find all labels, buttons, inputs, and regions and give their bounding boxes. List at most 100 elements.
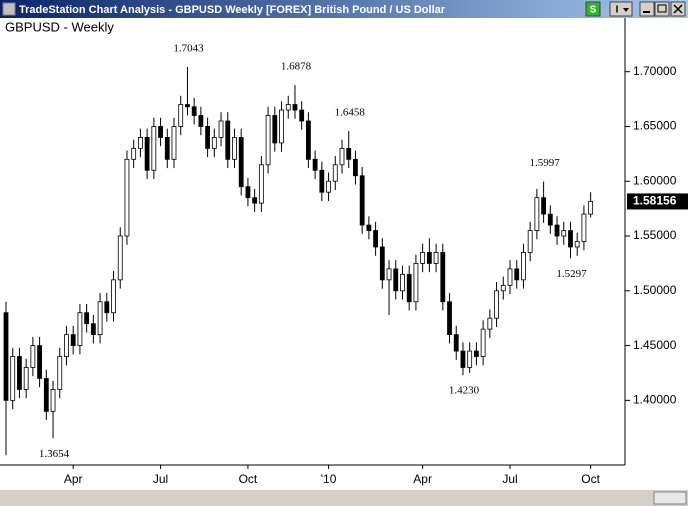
app-icon [2, 2, 16, 16]
maximize-icon [657, 4, 667, 13]
candle-body [238, 137, 244, 188]
candle-body [554, 224, 560, 237]
candle-body [225, 120, 231, 160]
candle-body [312, 158, 318, 171]
candle-body [359, 175, 365, 226]
candle-body [164, 137, 170, 160]
candle-body [3, 312, 9, 401]
candle-body [346, 147, 352, 160]
candle-body [124, 158, 130, 237]
candle-body [265, 115, 271, 166]
candle-body [258, 164, 264, 204]
candle-body [588, 201, 594, 215]
i-button-label[interactable]: I [616, 5, 619, 16]
candle-body [453, 334, 459, 352]
candle-body [480, 328, 486, 357]
candle-body [568, 230, 573, 248]
candle-body [547, 213, 553, 226]
candle-body [144, 137, 150, 171]
minimize-button[interactable] [639, 1, 655, 17]
y-tick-label: 1.70000 [633, 64, 677, 78]
candle-body [272, 115, 278, 144]
candle-body [30, 345, 36, 368]
candle-body [111, 279, 116, 314]
candle-body [473, 350, 479, 357]
price-annotation: 1.6878 [281, 61, 312, 73]
y-tick-label: 1.50000 [633, 283, 677, 297]
candle-body [23, 367, 29, 390]
y-tick-label: 1.40000 [633, 393, 677, 407]
candle-body [198, 115, 204, 127]
price-annotation: 1.5997 [529, 157, 560, 169]
candle-body [305, 120, 311, 160]
x-tick-label: Oct [239, 472, 258, 486]
candle-body [426, 252, 432, 264]
price-annotation: 1.3654 [39, 448, 70, 460]
candle-body [158, 126, 163, 138]
candle-body [460, 350, 466, 368]
candle-body [131, 147, 137, 160]
window-title: TradeStation Chart Analysis - GBPUSD Wee… [19, 4, 446, 16]
s-button-label[interactable]: S [590, 5, 597, 16]
candle-body [205, 126, 211, 149]
title-bar [0, 0, 688, 18]
x-tick-label: Apr [413, 472, 432, 486]
candle-body [521, 252, 526, 281]
candle-body [151, 126, 157, 171]
candle-body [104, 301, 110, 314]
candle-body [117, 235, 123, 281]
candle-body [218, 120, 224, 138]
price-annotation: 1.4230 [449, 385, 480, 397]
s-button[interactable] [585, 1, 601, 17]
candle-body [447, 301, 452, 336]
candle-body [245, 186, 251, 199]
i-button[interactable] [609, 1, 633, 17]
x-tick-label: Apr [64, 472, 83, 486]
maximize-button[interactable] [654, 1, 670, 17]
candle-body [285, 104, 291, 111]
candle-body [487, 317, 493, 330]
candle-body [292, 104, 298, 111]
y-tick-label: 1.60000 [633, 173, 677, 187]
candle-body [90, 323, 96, 336]
candle-body [420, 252, 426, 264]
last-price-label: 1.58156 [633, 194, 677, 208]
candle-body [171, 126, 177, 160]
candle-body [70, 334, 76, 346]
candle-body [137, 137, 143, 149]
candle-body [252, 197, 258, 204]
candle-body [386, 268, 392, 281]
candle-body [17, 356, 22, 390]
candle-body [541, 197, 546, 215]
candle-body [413, 263, 419, 303]
candle-body [319, 169, 325, 193]
last-price-box [627, 193, 688, 210]
dropdown-arrow [623, 8, 629, 12]
candle-body [10, 356, 16, 401]
candle-body [84, 312, 90, 325]
candle-body [326, 180, 331, 193]
candle-body [527, 230, 533, 253]
candle-body [514, 268, 520, 281]
candle-body [232, 137, 237, 160]
scrollbar-thumb[interactable] [653, 491, 687, 505]
close-icon [673, 4, 683, 14]
x-tick-label: Jul [153, 472, 168, 486]
candle-body [332, 164, 338, 182]
x-tick-label: Oct [581, 472, 600, 486]
scrollbar[interactable] [0, 490, 688, 506]
candle-body [406, 273, 412, 303]
price-annotation: 1.5297 [556, 268, 587, 280]
candle-body [500, 284, 506, 292]
candle-body [97, 301, 103, 336]
candle-body [279, 109, 284, 144]
candle-body [77, 312, 83, 346]
x-tick-label: Jul [502, 472, 517, 486]
candle-body [393, 268, 399, 292]
candle-body [507, 268, 513, 286]
candle-body [574, 241, 580, 248]
candle-body [178, 104, 184, 127]
candle-body [467, 350, 473, 368]
y-tick-label: 1.45000 [633, 338, 677, 352]
